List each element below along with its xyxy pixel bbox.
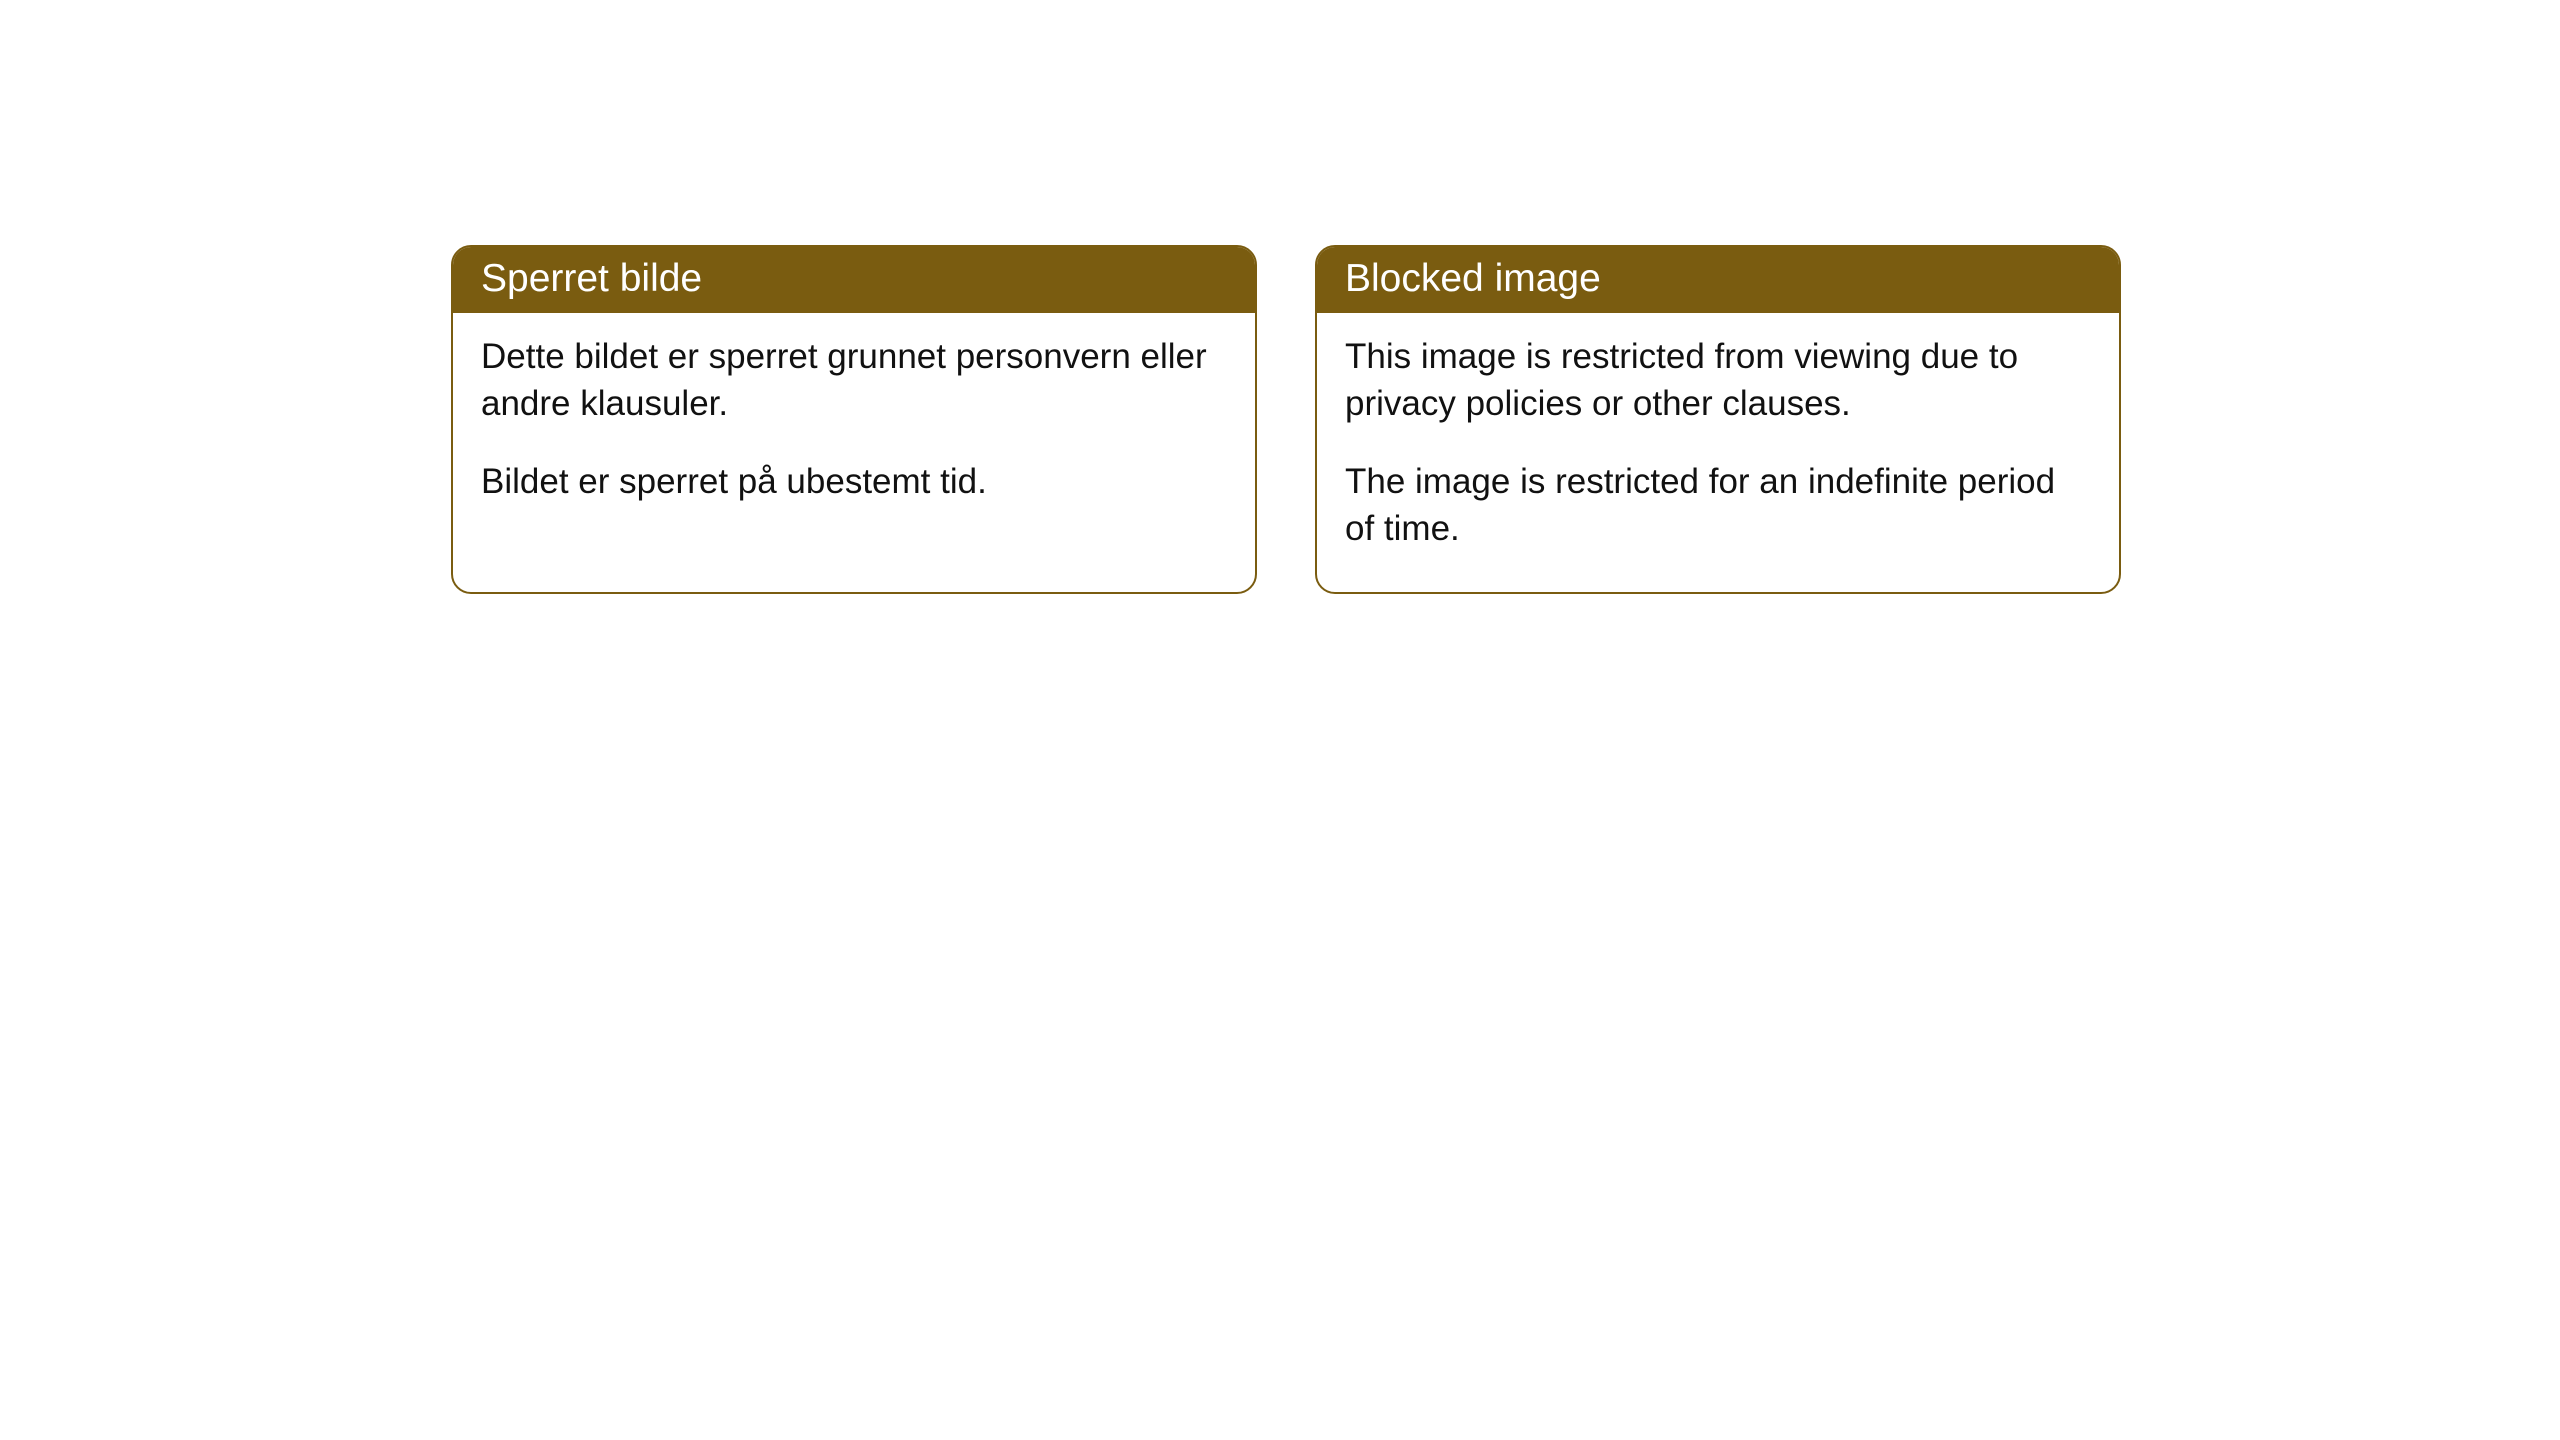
card-header-no: Sperret bilde (453, 247, 1255, 313)
blocked-image-card-en: Blocked image This image is restricted f… (1315, 245, 2121, 594)
card-paragraph-en-1: This image is restricted from viewing du… (1345, 333, 2091, 428)
blocked-image-card-no: Sperret bilde Dette bildet er sperret gr… (451, 245, 1257, 594)
notice-cards-container: Sperret bilde Dette bildet er sperret gr… (451, 245, 2121, 594)
card-body-en: This image is restricted from viewing du… (1317, 313, 2119, 592)
card-body-no: Dette bildet er sperret grunnet personve… (453, 313, 1255, 545)
card-header-en: Blocked image (1317, 247, 2119, 313)
card-paragraph-en-2: The image is restricted for an indefinit… (1345, 458, 2091, 553)
card-paragraph-no-1: Dette bildet er sperret grunnet personve… (481, 333, 1227, 428)
card-paragraph-no-2: Bildet er sperret på ubestemt tid. (481, 458, 1227, 505)
